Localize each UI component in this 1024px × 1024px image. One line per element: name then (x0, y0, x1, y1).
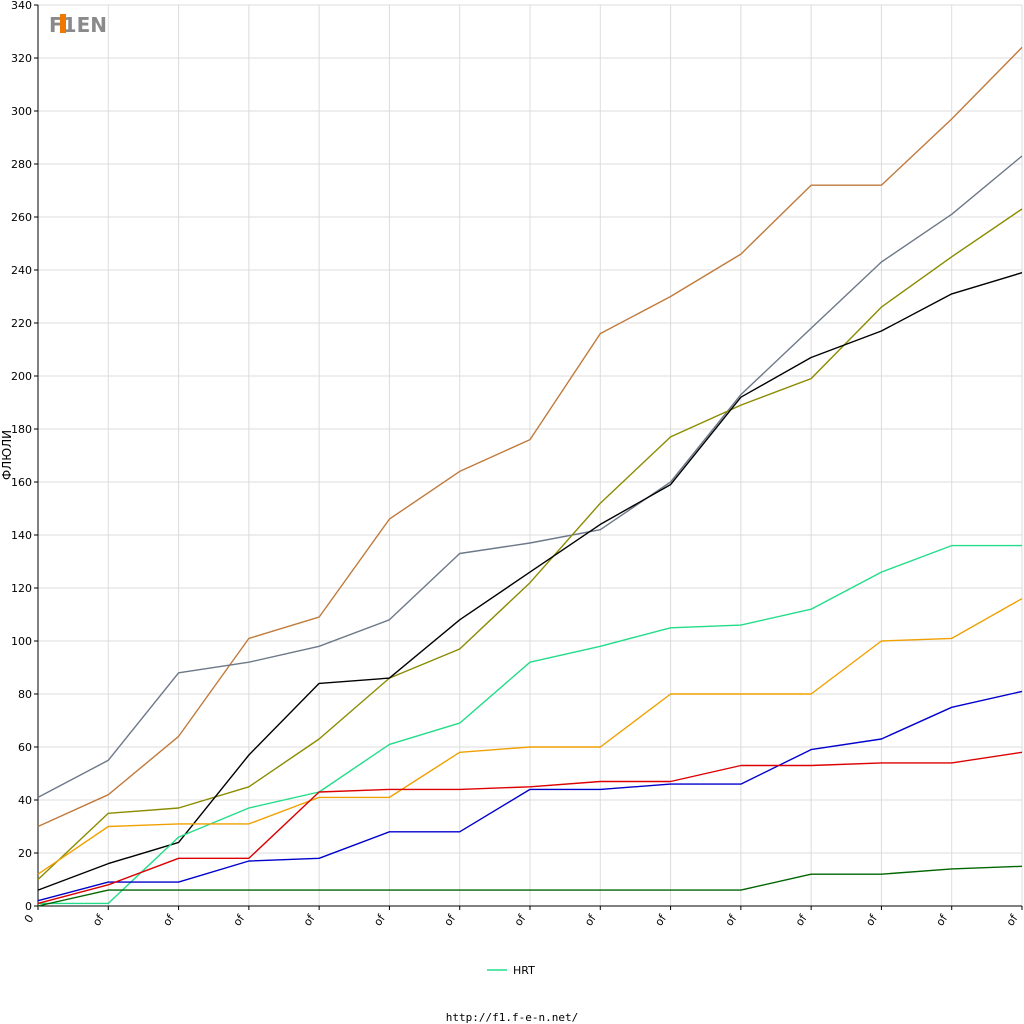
x-tick-label: of (231, 911, 248, 928)
y-tick-label: 180 (11, 423, 32, 436)
f1en-logo-icon: F1EN (47, 10, 107, 37)
x-tick-label: of (582, 911, 599, 928)
x-tick-label: of (723, 911, 740, 928)
x-tick-label: of (160, 911, 177, 928)
y-tick-label: 300 (11, 105, 32, 118)
legend: HRT (487, 964, 535, 977)
y-tick-label: 60 (18, 741, 32, 754)
x-tick-label: of (793, 911, 810, 928)
x-tick-label: of (863, 911, 880, 928)
series-line-2 (37, 155, 1023, 799)
x-tick-label: of (933, 911, 950, 928)
y-tick-label: 260 (11, 211, 32, 224)
y-tick-label: 140 (11, 529, 32, 542)
x-tick-label: of (90, 911, 107, 928)
x-tick-label: of (512, 911, 529, 928)
y-tick-label: 240 (11, 264, 32, 277)
series-line-3 (37, 208, 1023, 881)
series-line-7 (37, 690, 1023, 902)
series-line-hrt (38, 544, 1022, 905)
axes (34, 4, 1023, 910)
y-tick-label: 200 (11, 370, 32, 383)
x-tick-labels: 0 of of of of of of of of of of of of of of (22, 911, 1021, 928)
x-tick-label: of (441, 911, 458, 928)
source-url: http://f1.f-e-n.net/ (446, 1011, 578, 1024)
y-tick-label: 340 (11, 0, 32, 12)
y-tick-labels: 0 20 40 60 80 100 120 140 160 180 200 220 240 260 280 3… (11, 0, 32, 913)
y-tick-label: 320 (11, 52, 32, 65)
svg-text:F1EN: F1EN (49, 13, 107, 37)
series-lines (37, 46, 1023, 907)
y-tick-label: 40 (18, 794, 32, 807)
grid (37, 4, 1023, 907)
x-tick-label: of (652, 911, 669, 928)
y-tick-label: 280 (11, 158, 32, 171)
y-tick-label: 100 (11, 635, 32, 648)
legend-label-hrt: HRT (513, 964, 535, 977)
series-line-6 (37, 597, 1023, 875)
y-tick-label: 80 (18, 688, 32, 701)
y-tick-label: 0 (25, 900, 32, 913)
series-line-4 (37, 272, 1023, 891)
y-tick-label: 20 (18, 847, 32, 860)
y-tick-label: 120 (11, 582, 32, 595)
series-line-1 (37, 46, 1023, 828)
x-tick-label: of (1004, 911, 1021, 928)
series-line-9 (37, 865, 1023, 907)
series-line-8 (37, 751, 1023, 905)
x-tick-label: 0 (22, 912, 37, 925)
y-tick-label: 160 (11, 476, 32, 489)
x-tick-label: of (371, 911, 388, 928)
y-axis-label: ФЛЮЛИ (0, 430, 14, 480)
y-tick-label: 220 (11, 317, 32, 330)
x-tick-label: of (301, 911, 318, 928)
